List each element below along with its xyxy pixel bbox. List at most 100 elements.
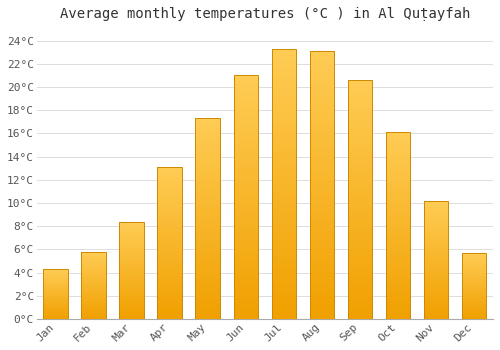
Bar: [386, 257, 410, 259]
Bar: [196, 265, 220, 267]
Bar: [424, 250, 448, 252]
Bar: [82, 308, 106, 309]
Bar: [386, 281, 410, 284]
Bar: [424, 318, 448, 319]
Bar: [234, 273, 258, 275]
Bar: [386, 218, 410, 220]
Bar: [82, 305, 106, 306]
Bar: [272, 114, 296, 116]
Bar: [272, 238, 296, 240]
Bar: [158, 264, 182, 266]
Bar: [348, 152, 372, 154]
Bar: [348, 243, 372, 245]
Bar: [272, 143, 296, 146]
Bar: [386, 181, 410, 183]
Bar: [82, 256, 106, 257]
Bar: [348, 195, 372, 197]
Bar: [424, 296, 448, 298]
Bar: [158, 249, 182, 251]
Bar: [424, 241, 448, 242]
Bar: [348, 204, 372, 206]
Bar: [310, 196, 334, 198]
Bar: [120, 258, 144, 259]
Bar: [272, 105, 296, 108]
Bar: [348, 316, 372, 319]
Bar: [348, 176, 372, 178]
Bar: [44, 317, 68, 318]
Bar: [234, 122, 258, 124]
Bar: [424, 204, 448, 205]
Bar: [310, 59, 334, 62]
Bar: [234, 102, 258, 105]
Bar: [310, 177, 334, 180]
Bar: [310, 51, 334, 54]
Bar: [158, 308, 182, 310]
Bar: [158, 263, 182, 264]
Bar: [424, 201, 448, 319]
Bar: [462, 256, 486, 257]
Bar: [424, 312, 448, 313]
Bar: [234, 229, 258, 231]
Bar: [196, 239, 220, 241]
Bar: [158, 244, 182, 246]
Bar: [120, 310, 144, 311]
Bar: [234, 95, 258, 97]
Bar: [424, 257, 448, 259]
Bar: [348, 90, 372, 92]
Bar: [310, 220, 334, 223]
Bar: [120, 236, 144, 237]
Bar: [158, 295, 182, 296]
Bar: [348, 135, 372, 138]
Bar: [234, 100, 258, 102]
Bar: [120, 315, 144, 316]
Bar: [120, 307, 144, 308]
Bar: [424, 293, 448, 294]
Bar: [158, 197, 182, 199]
Bar: [272, 273, 296, 276]
Bar: [158, 214, 182, 216]
Bar: [196, 156, 220, 159]
Bar: [310, 166, 334, 169]
Bar: [120, 246, 144, 247]
Bar: [348, 252, 372, 254]
Bar: [310, 308, 334, 311]
Bar: [82, 302, 106, 303]
Bar: [158, 202, 182, 203]
Bar: [120, 235, 144, 236]
Bar: [44, 288, 68, 289]
Bar: [272, 262, 296, 265]
Bar: [424, 202, 448, 203]
Bar: [386, 293, 410, 295]
Bar: [196, 212, 220, 215]
Bar: [310, 118, 334, 121]
Bar: [196, 220, 220, 223]
Bar: [424, 228, 448, 229]
Bar: [120, 249, 144, 250]
Bar: [120, 231, 144, 232]
Bar: [462, 310, 486, 311]
Bar: [272, 111, 296, 114]
Bar: [158, 169, 182, 170]
Bar: [272, 173, 296, 176]
Bar: [82, 294, 106, 295]
Bar: [234, 280, 258, 282]
Bar: [234, 265, 258, 268]
Bar: [234, 236, 258, 239]
Bar: [272, 170, 296, 173]
Bar: [234, 80, 258, 83]
Bar: [158, 201, 182, 202]
Bar: [120, 270, 144, 271]
Bar: [158, 317, 182, 319]
Bar: [310, 174, 334, 177]
Bar: [196, 299, 220, 301]
Bar: [82, 253, 106, 254]
Bar: [348, 250, 372, 252]
Bar: [424, 227, 448, 228]
Bar: [462, 314, 486, 315]
Bar: [120, 281, 144, 282]
Bar: [272, 108, 296, 111]
Bar: [234, 170, 258, 173]
Bar: [310, 300, 334, 303]
Bar: [158, 240, 182, 242]
Bar: [234, 282, 258, 285]
